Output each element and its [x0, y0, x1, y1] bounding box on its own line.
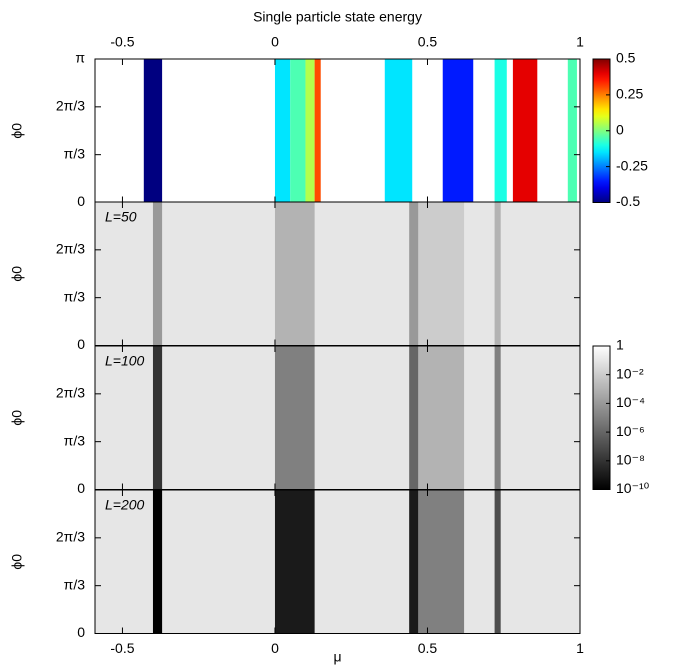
y-tick-label: 2π/3 — [56, 241, 85, 257]
y-tick-label: π/3 — [64, 576, 86, 592]
x-tick-label: 0 — [271, 34, 279, 50]
background — [95, 490, 580, 634]
x-tick-label: 0 — [271, 640, 279, 656]
panel-label: L=100 — [105, 353, 145, 369]
band — [314, 59, 321, 203]
colorbar-tick-label: 10⁻² — [616, 365, 644, 381]
colorbar-tick-label: 0.5 — [616, 50, 636, 66]
colorbar-tick-label: 1 — [616, 337, 624, 353]
y-tick-label: 0 — [77, 624, 85, 640]
band — [442, 59, 474, 203]
y-tick-label: π — [75, 50, 85, 66]
band — [274, 59, 291, 203]
chart-title: Single particle state energy — [253, 9, 422, 25]
background — [95, 202, 580, 346]
y-axis-label: ϕ0 — [9, 266, 25, 282]
band — [384, 59, 413, 203]
y-axis-label: ϕ0 — [9, 123, 25, 139]
colorbar-tick-label: 10⁻⁶ — [616, 423, 645, 439]
y-tick-label: π/3 — [64, 145, 86, 161]
x-tick-label: 1 — [576, 640, 584, 656]
band — [409, 490, 419, 634]
y-tick-label: 2π/3 — [56, 98, 85, 114]
y-tick-label: 0 — [77, 336, 85, 352]
band — [152, 346, 163, 490]
band — [409, 202, 419, 346]
colorbar-tick-label: 10⁻⁸ — [616, 452, 645, 468]
colorbar-tick-label: -0.5 — [616, 193, 640, 209]
band — [152, 202, 163, 346]
band — [494, 202, 501, 346]
panel-label: L=200 — [105, 497, 145, 513]
y-tick-label: 2π/3 — [56, 385, 85, 401]
x-axis-label: μ — [333, 649, 341, 665]
band — [418, 490, 465, 634]
band — [418, 202, 465, 346]
y-axis-label: ϕ0 — [9, 554, 25, 570]
y-tick-label: 0 — [77, 480, 85, 496]
x-tick-label: -0.5 — [110, 34, 134, 50]
colorbar-tick-label: 10⁻⁴ — [616, 394, 645, 410]
panel-label: L=50 — [105, 209, 137, 225]
panel-frame — [94, 489, 581, 634]
band — [274, 202, 315, 346]
panel-frame — [94, 58, 581, 203]
x-tick-label: 0.5 — [418, 640, 438, 656]
y-tick-label: 2π/3 — [56, 529, 85, 545]
y-tick-label: 0 — [77, 193, 85, 209]
band — [494, 59, 507, 203]
x-tick-label: -0.5 — [110, 640, 134, 656]
y-tick-label: π/3 — [64, 288, 86, 304]
background — [95, 346, 580, 490]
colorbar — [592, 345, 611, 490]
y-tick-label: π/3 — [64, 432, 86, 448]
band — [494, 346, 501, 490]
band — [305, 59, 315, 203]
band — [143, 59, 163, 203]
band — [152, 490, 163, 634]
band — [494, 490, 501, 634]
x-tick-label: 0.5 — [418, 34, 438, 50]
colorbar-tick-label: -0.25 — [616, 157, 648, 173]
band — [274, 346, 315, 490]
band — [409, 346, 419, 490]
band — [567, 59, 577, 203]
y-axis-label: ϕ0 — [9, 410, 25, 426]
band — [512, 59, 538, 203]
band — [418, 346, 465, 490]
x-tick-label: 1 — [576, 34, 584, 50]
band — [274, 490, 315, 634]
colorbar-tick-label: 10⁻¹⁰ — [616, 480, 650, 496]
colorbar-tick-label: 0 — [616, 121, 624, 137]
band — [290, 59, 306, 203]
colorbar-tick-label: 0.25 — [616, 86, 643, 102]
